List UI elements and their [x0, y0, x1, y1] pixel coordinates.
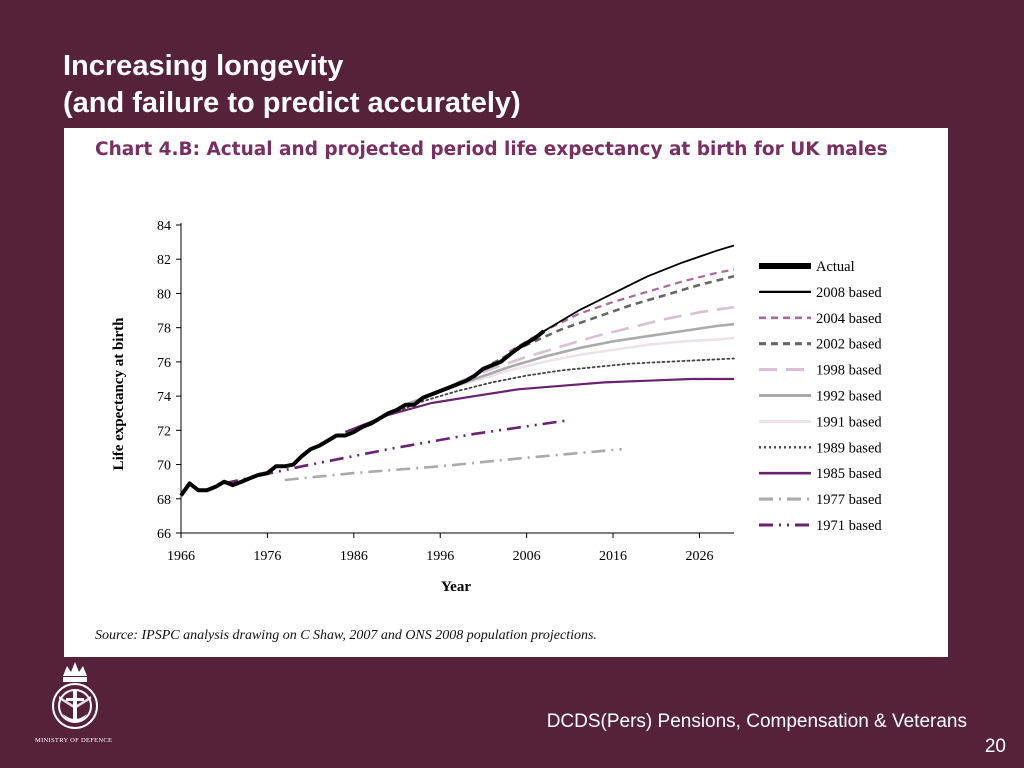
ministry-of-defence-crest-icon	[52, 662, 98, 729]
x-tick-label: 2006	[513, 549, 541, 564]
life-expectancy-chart: 66 68 70 72 74 76 78 80 82 84 1966 1976 1986 1996 2006…	[111, 219, 882, 595]
series-line-1991-based	[396, 336, 735, 410]
series-line-actual	[179, 329, 546, 497]
series-line-2004-based	[508, 268, 735, 353]
x-tick-label: 2026	[685, 549, 713, 564]
legend-label-1992-based: 1992 based	[816, 389, 882, 405]
y-tick-label: 84	[157, 219, 171, 234]
y-tick-label: 82	[157, 253, 171, 268]
series-line-1989-based	[378, 357, 735, 420]
y-tick-label: 78	[157, 322, 171, 337]
y-tick-label: 68	[157, 493, 171, 508]
series-line-1977-based	[284, 447, 622, 482]
slide-title-line-1: Increasing longevity	[63, 50, 344, 82]
slide-footer: DCDS(Pers) Pensions, Compensation & Vete…	[546, 711, 967, 732]
legend-label-1971-based: 1971 based	[816, 518, 882, 534]
series-line-1998-based	[457, 305, 735, 384]
x-tick-label: 1976	[253, 549, 281, 564]
y-tick-label: 80	[157, 287, 171, 302]
x-tick-label: 1996	[426, 549, 454, 564]
chart-title: Chart 4.B: Actual and projected period l…	[95, 139, 888, 160]
chart-source: Source: IPSPC analysis drawing on C Shaw…	[95, 628, 597, 643]
legend-label-2002-based: 2002 based	[816, 337, 882, 353]
x-tick-label: 1986	[340, 549, 368, 564]
slide-title-line-2: (and failure to predict accurately)	[63, 87, 521, 119]
series-line-2002-based	[491, 275, 735, 365]
y-axis-label: Life expectancy at birth	[111, 317, 127, 471]
series-line-1971-based	[223, 418, 570, 485]
legend-label-actual: Actual	[816, 259, 855, 275]
legend-label-1998-based: 1998 based	[816, 363, 882, 379]
y-tick-label: 66	[157, 527, 171, 542]
legend-label-1989-based: 1989 based	[816, 440, 882, 456]
x-axis-label: Year	[441, 579, 471, 595]
page-number: 20	[984, 736, 1006, 757]
legend-label-1991-based: 1991 based	[816, 414, 882, 430]
y-tick-label: 76	[157, 356, 171, 371]
legend-label-1985-based: 1985 based	[816, 466, 882, 482]
x-tick-label: 1966	[167, 549, 195, 564]
series-lines	[179, 244, 735, 497]
legend-label-1977-based: 1977 based	[816, 492, 882, 508]
legend-label-2008-based: 2008 based	[816, 285, 882, 301]
y-tick-label: 70	[157, 459, 171, 474]
y-tick-label: 74	[157, 390, 171, 405]
series-line-1985-based	[344, 377, 734, 434]
slide-title: Increasing longevity (and failure to pre…	[63, 48, 521, 122]
legend-label-2004-based: 2004 based	[816, 311, 882, 327]
axes: 66 68 70 72 74 76 78 80 82 84 1966 1976 1986 1996 2006…	[157, 219, 734, 564]
chart-panel: Chart 4.B: Actual and projected period l…	[64, 128, 948, 657]
series-line-1992-based	[405, 322, 735, 406]
legend: Actual 2008 based 2004 based 2002 based 1998…	[759, 259, 882, 534]
series-line-2008-based	[543, 244, 735, 332]
x-tick-label: 2016	[599, 549, 627, 564]
y-tick-label: 72	[157, 424, 171, 439]
ministry-of-defence-text: MINISTRY OF DEFENCE	[35, 737, 113, 744]
